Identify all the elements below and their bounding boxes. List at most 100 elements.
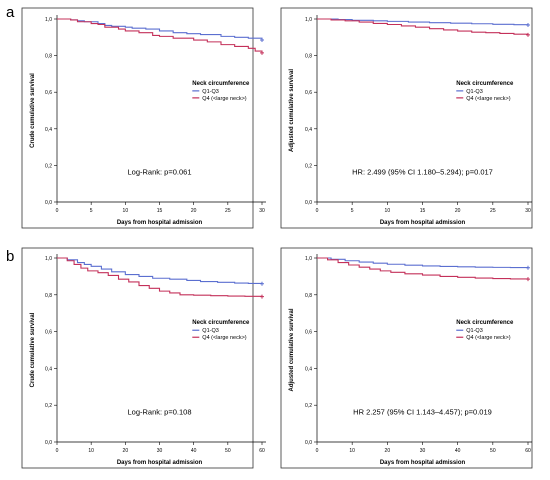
survival-curve-q4: [317, 257, 529, 280]
y-tick-label: 0,4: [305, 127, 312, 133]
legend-entry: Q1-Q3: [466, 89, 483, 95]
survival-curve-q4: [317, 18, 529, 35]
panel-frame: [280, 7, 533, 229]
y-tick-label: 1,0: [45, 256, 52, 262]
x-axis-title: Days from hospital admission: [380, 220, 466, 226]
y-axis-title: Adjusted cumulative survival: [289, 308, 295, 391]
y-tick-label: 0,6: [305, 330, 312, 336]
x-tick-label: 50: [490, 448, 496, 454]
y-tick-label: 0,8: [45, 293, 52, 299]
legend-entry: Q4 (<large neck>): [466, 335, 510, 341]
y-tick-label: 0,6: [305, 90, 312, 96]
legend-entry: Q4 (<large neck>): [202, 96, 246, 102]
x-tick-label: 5: [351, 208, 354, 214]
x-tick-label: 20: [455, 208, 461, 214]
y-tick-label: 0,2: [305, 163, 312, 169]
stat-annotation: HR: 2.499 (95% CI 1.180–5.294); p=0.017: [352, 168, 493, 177]
survival-curve-q1-q3: [57, 257, 263, 284]
x-tick-label: 30: [157, 448, 163, 454]
legend-entry: Q1-Q3: [202, 328, 219, 334]
x-tick-label: 25: [490, 208, 496, 214]
x-tick-label: 0: [56, 208, 59, 214]
legend-title: Neck circumference: [192, 320, 250, 326]
chart-panel-3: 0,0 0,2 0,4 0,6 0,8 1,0 0 10 20 30 40 50 60 Days from…: [21, 247, 266, 469]
x-tick-label: 5: [90, 208, 93, 214]
y-tick-label: 0,4: [45, 366, 52, 372]
y-axis-title: Crude cumulative survival: [30, 73, 36, 148]
x-tick-label: 20: [123, 448, 129, 454]
x-tick-label: 30: [259, 208, 265, 214]
y-tick-label: 0,0: [305, 200, 312, 206]
y-tick-label: 0,0: [45, 200, 52, 206]
x-tick-label: 60: [525, 448, 531, 454]
legend-entry: Q1-Q3: [202, 89, 219, 95]
y-tick-label: 0,2: [45, 403, 52, 409]
y-tick-label: 0,8: [305, 54, 312, 60]
x-tick-label: 0: [316, 208, 319, 214]
x-tick-label: 40: [455, 448, 461, 454]
censor-mark: [526, 32, 530, 37]
stat-annotation: Log-Rank: p=0.108: [127, 407, 191, 416]
x-tick-label: 20: [191, 208, 197, 214]
x-axis-title: Days from hospital admission: [117, 220, 203, 226]
y-tick-label: 0,2: [45, 163, 52, 169]
legend-entry: Q4 (<large neck>): [202, 335, 246, 341]
survival-curve-q4: [57, 257, 263, 297]
chart-panel-2: 0,0 0,2 0,4 0,6 0,8 1,0 0 5 10 15 20 25 30 Days from …: [280, 7, 533, 229]
panel-frame: [21, 247, 254, 469]
stat-annotation: HR 2.257 (95% CI 1.143–4.457); p=0.019: [353, 407, 492, 416]
chart-panel-1: 0,0 0,2 0,4 0,6 0,8 1,0 0 5 10 15 20 25 30 Days from …: [21, 7, 266, 229]
x-axis-title: Days from hospital admission: [117, 460, 203, 466]
x-tick-label: 10: [88, 448, 94, 454]
y-tick-label: 0,6: [45, 90, 52, 96]
y-tick-label: 0,4: [305, 366, 312, 372]
x-axis-title: Days from hospital admission: [380, 460, 466, 466]
y-tick-label: 0,0: [45, 440, 52, 446]
stat-annotation: Log-Rank: p=0.061: [127, 168, 191, 177]
x-tick-label: 20: [385, 448, 391, 454]
x-tick-label: 40: [191, 448, 197, 454]
censor-mark: [526, 23, 530, 28]
legend-entry: Q4 (<large neck>): [466, 96, 510, 102]
panel-frame: [280, 247, 533, 469]
survival-curve-q4: [57, 18, 263, 53]
chart-panel-4: 0,0 0,2 0,4 0,6 0,8 1,0 0 10 20 30 40 50 60 Days from…: [280, 247, 533, 469]
censor-mark: [260, 281, 264, 286]
y-axis-title: Adjusted cumulative survival: [289, 69, 295, 152]
x-tick-label: 10: [349, 448, 355, 454]
panel-label-a: a: [6, 4, 15, 21]
x-tick-label: 15: [420, 208, 426, 214]
censor-mark: [260, 38, 264, 43]
x-tick-label: 25: [225, 208, 231, 214]
x-tick-label: 60: [259, 448, 265, 454]
censor-mark: [526, 277, 530, 282]
y-axis-title: Crude cumulative survival: [30, 312, 36, 387]
y-tick-label: 0,8: [45, 54, 52, 60]
x-tick-label: 10: [123, 208, 129, 214]
y-tick-label: 0,0: [305, 440, 312, 446]
x-tick-label: 0: [316, 448, 319, 454]
y-tick-label: 0,2: [305, 403, 312, 409]
legend-title: Neck circumference: [456, 81, 514, 87]
x-tick-label: 50: [225, 448, 231, 454]
survival-curve-q1-q3: [317, 257, 529, 269]
x-tick-label: 15: [157, 208, 163, 214]
legend-entry: Q1-Q3: [466, 328, 483, 334]
x-tick-label: 30: [420, 448, 426, 454]
y-tick-label: 0,6: [45, 330, 52, 336]
survival-curve-q1-q3: [317, 18, 529, 26]
censor-mark: [526, 265, 530, 270]
panel-frame: [21, 7, 254, 229]
y-tick-label: 1,0: [305, 17, 312, 23]
censor-mark: [260, 294, 264, 299]
x-tick-label: 10: [385, 208, 391, 214]
x-tick-label: 30: [525, 208, 531, 214]
censor-mark: [260, 50, 264, 55]
y-tick-label: 1,0: [305, 256, 312, 262]
y-tick-label: 0,8: [305, 293, 312, 299]
x-tick-label: 0: [56, 448, 59, 454]
panel-label-b: b: [6, 248, 15, 265]
legend-title: Neck circumference: [456, 320, 514, 326]
legend-title: Neck circumference: [192, 81, 250, 87]
